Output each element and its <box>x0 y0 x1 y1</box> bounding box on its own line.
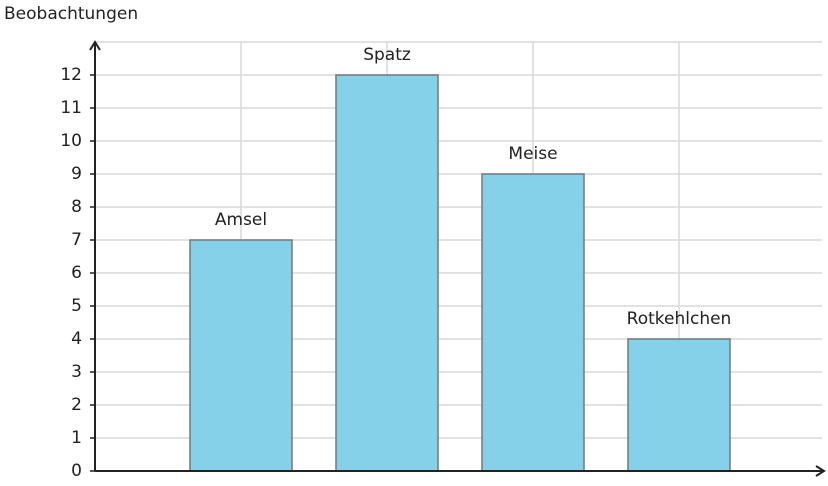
y-axis-label: Beobachtungen <box>4 4 138 24</box>
y-tick-label: 2 <box>71 395 82 415</box>
bar <box>481 173 585 472</box>
bar-label: Rotkehlchen <box>627 309 732 329</box>
y-tick-label: 4 <box>71 329 82 349</box>
y-tick-label: 10 <box>60 131 82 151</box>
bar-label: Amsel <box>215 210 267 230</box>
y-tick-label: 5 <box>71 296 82 316</box>
y-tick-label: 0 <box>71 461 82 481</box>
y-tick-label: 1 <box>71 428 82 448</box>
bar <box>335 74 439 472</box>
bar-label: Spatz <box>363 45 411 65</box>
bar <box>189 239 293 472</box>
bar-label: Meise <box>508 144 557 164</box>
y-tick-label: 6 <box>71 263 82 283</box>
y-tick-label: 7 <box>71 230 82 250</box>
y-axis-arrow <box>89 40 101 51</box>
y-tick-label: 12 <box>60 65 82 85</box>
bar <box>627 338 731 472</box>
y-tick-label: 11 <box>60 98 82 118</box>
y-tick-label: 3 <box>71 362 82 382</box>
y-tick-label: 8 <box>71 197 82 217</box>
y-tick-label: 9 <box>71 164 82 184</box>
x-axis-arrow <box>815 465 826 477</box>
